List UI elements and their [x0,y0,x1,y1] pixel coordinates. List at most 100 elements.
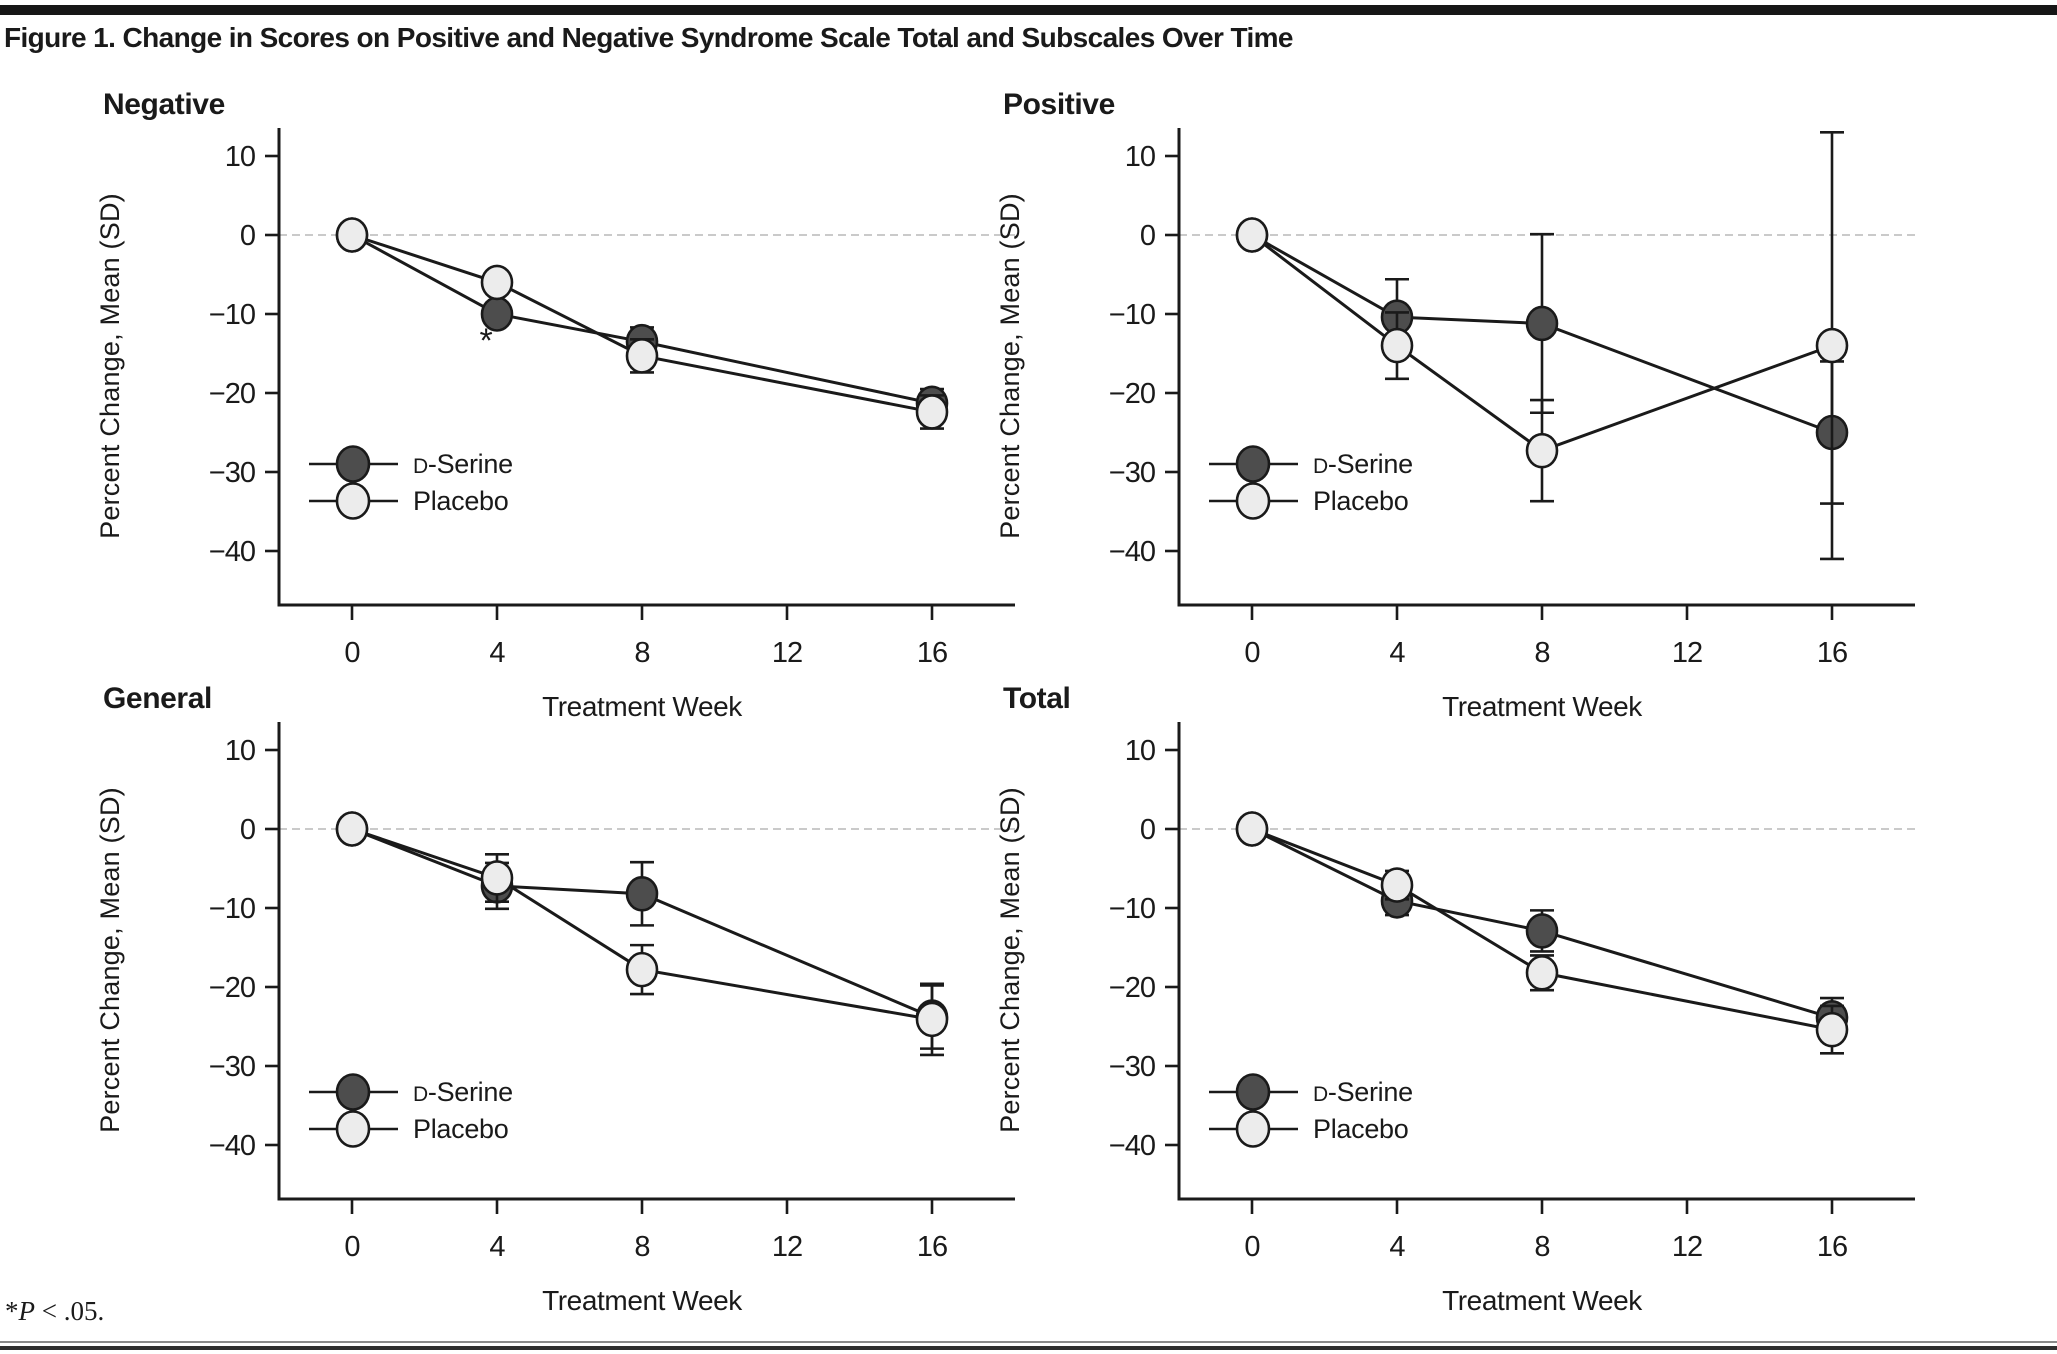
bottom-rule-thick [0,1346,2057,1350]
marker-placebo-week-16 [915,1001,949,1038]
y-tick-label: −10 [209,299,255,331]
marker-d-serine-week-8 [625,875,659,912]
y-tick-label: −10 [209,893,255,925]
x-tick-label: 0 [1244,637,1259,669]
chart-title: Negative [103,88,225,121]
y-tick-label: −10 [1109,893,1155,925]
legend-label-d-serine: D-Serine [1313,1077,1413,1107]
series-placebo [335,811,949,1057]
y-tick-label: 10 [225,141,255,173]
y-tick-label: 0 [240,814,255,846]
marker-placebo-week-8 [625,338,659,374]
marker-placebo-week-0 [335,217,369,253]
y-tick-label: −20 [209,378,255,410]
legend-marker-d-serine [335,1073,371,1111]
marker-placebo-week-8 [1525,432,1559,469]
marker-placebo-week-4 [480,264,514,301]
chart-total: Total Percent Change, Mean (SD) 10 0 −10 −20 −… [985,678,1945,1353]
figure-title: Figure 1. Change in Scores on Positive a… [4,22,1294,53]
series-d-serine [335,217,949,422]
y-tick-label: −20 [209,972,255,1004]
bottom-rule-thin [0,1341,2057,1343]
marker-placebo-week-0 [335,811,369,847]
x-tick-label: 16 [1817,637,1847,669]
series-line-d-serine [1251,827,1833,1020]
legend-label-d-serine: D-Serine [1313,449,1413,479]
marker-placebo-week-16 [915,394,949,430]
legend-marker-placebo [335,482,371,520]
series-d-serine [335,811,949,1050]
series-line-d-serine [1251,233,1833,434]
chart-negative-svg: Negative Percent Change, Mean (SD) 10 0 −10 −… [95,88,1015,722]
footnote-p-symbol: P [18,1296,36,1326]
x-axis-label: Treatment Week [1442,1285,1643,1316]
chart-general-svg: General Percent Change, Mean (SD) 10 0 −10 −2… [95,682,1015,1316]
x-axis-label: Treatment Week [542,1285,743,1316]
legend-marker-d-serine [335,445,371,483]
chart-negative: Negative Percent Change, Mean (SD) 10 0 −10 −… [85,84,1045,759]
legend-label-placebo: Placebo [1313,1114,1408,1144]
axes [1177,128,1915,607]
marker-placebo-week-4 [1380,867,1414,903]
x-tick-label: 16 [917,637,947,669]
marker-placebo-week-4 [480,860,514,896]
y-tick-label: −10 [1109,299,1155,331]
marker-placebo-week-16 [1815,1011,1849,1048]
x-axis-label: Treatment Week [542,691,743,722]
legend-label-d-serine: D-Serine [413,449,513,479]
x-tick-label: 0 [344,1231,359,1263]
x-tick-label: 4 [1389,637,1405,669]
series-line-placebo [351,827,933,1021]
series-placebo [335,217,949,430]
legend-marker-placebo [1235,1110,1271,1148]
marker-placebo-week-4 [1380,327,1414,364]
significance-footnote: *P < .05. [5,1296,104,1327]
x-axis-label: Treatment Week [1442,691,1643,722]
y-axis-label: Percent Change, Mean (SD) [995,787,1025,1133]
legend-marker-d-serine [1235,445,1271,483]
marker-d-serine-week-8 [1525,305,1559,342]
legend-label-placebo: Placebo [413,1114,508,1144]
series-line-d-serine [351,233,933,405]
x-tick-label: 8 [1534,1231,1549,1263]
legend-label-placebo: Placebo [413,486,508,516]
y-tick-label: −30 [1109,1051,1155,1083]
x-tick-label: 8 [1534,637,1549,669]
marker-placebo-week-0 [1235,217,1269,253]
y-tick-label: −20 [1109,972,1155,1004]
chart-positive-svg: Positive Percent Change, Mean (SD) 10 0 −10 −… [995,88,1915,722]
y-tick-label: −30 [1109,457,1155,489]
y-axis-label: Percent Change, Mean (SD) [95,193,125,539]
x-tick-label: 12 [772,637,802,669]
x-tick-label: 12 [1672,637,1702,669]
y-axis-label: Percent Change, Mean (SD) [95,787,125,1133]
y-tick-label: −30 [209,1051,255,1083]
y-tick-label: −40 [1109,1130,1155,1162]
x-tick-label: 4 [1389,1231,1405,1263]
legend-label-d-serine: D-Serine [413,1077,513,1107]
marker-d-serine-week-8 [1525,913,1559,949]
axes [277,128,1015,607]
chart-title: Positive [1003,88,1115,121]
axes [277,722,1015,1201]
y-tick-label: 10 [1125,141,1155,173]
y-tick-label: −40 [209,1130,255,1162]
legend-marker-placebo [335,1110,371,1148]
legend-label-placebo: Placebo [1313,486,1408,516]
y-tick-label: −40 [1109,536,1155,568]
marker-placebo-week-16 [1815,327,1849,364]
marker-placebo-week-8 [625,951,659,988]
x-tick-label: 4 [489,637,505,669]
x-tick-label: 4 [489,1231,505,1263]
y-tick-label: 10 [1125,735,1155,767]
chart-title: General [103,682,212,715]
x-tick-label: 8 [634,1231,649,1263]
marker-placebo-week-0 [1235,811,1269,847]
y-tick-label: 0 [1140,814,1155,846]
y-axis-label: Percent Change, Mean (SD) [995,193,1025,539]
x-tick-label: 0 [1244,1231,1259,1263]
x-tick-label: 16 [1817,1231,1847,1263]
top-rule [0,5,2057,15]
x-tick-label: 12 [772,1231,802,1263]
